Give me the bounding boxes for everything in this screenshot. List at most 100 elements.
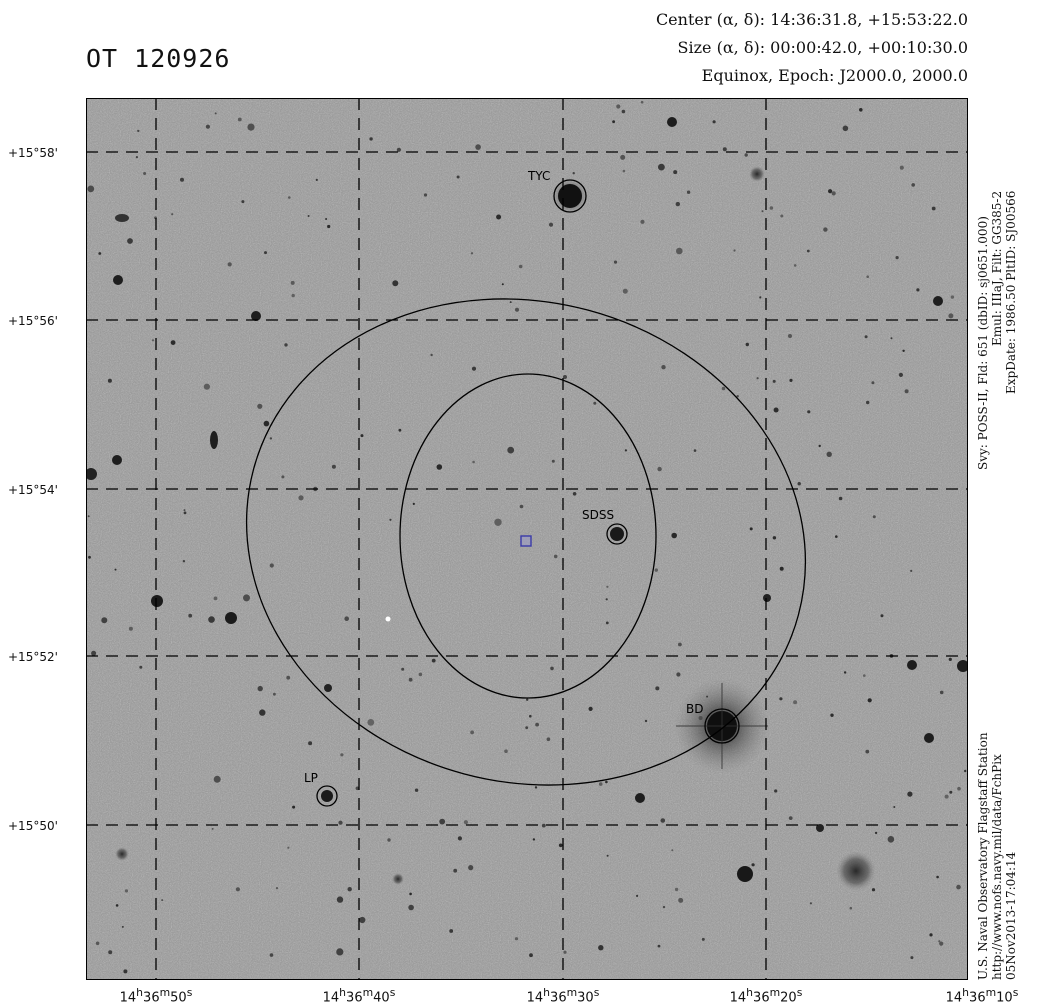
faint-star	[413, 503, 415, 505]
equinox-epoch: Equinox, Epoch: J2000.0, 2000.0	[702, 66, 968, 85]
faint-star	[606, 598, 608, 600]
faint-star	[835, 535, 838, 538]
faint-star	[204, 384, 210, 390]
faint-star	[713, 120, 716, 123]
faint-star	[525, 726, 528, 729]
faint-star	[214, 597, 218, 601]
faint-star	[606, 586, 608, 588]
faint-star	[807, 250, 810, 253]
faint-star	[936, 876, 939, 879]
faint-star	[658, 945, 661, 948]
faint-star	[773, 380, 776, 383]
faint-star	[276, 887, 278, 889]
x-tick-label: 14h36m30s	[527, 986, 600, 1005]
faint-star	[881, 614, 884, 617]
faint-star	[871, 381, 874, 384]
bd-label: BD	[686, 702, 703, 716]
faint-star	[387, 838, 390, 841]
star	[933, 296, 943, 306]
faint-star	[859, 108, 863, 112]
faint-star	[183, 560, 185, 562]
faint-star	[361, 434, 364, 437]
faint-star	[893, 806, 895, 808]
faint-star	[127, 238, 133, 244]
faint-star	[839, 497, 843, 501]
faint-star	[916, 288, 919, 291]
faint-star	[641, 101, 644, 104]
faint-star	[891, 337, 893, 339]
faint-star	[868, 698, 872, 702]
credit-text: U.S. Naval Observatory Flagstaff Station…	[976, 732, 1018, 980]
faint-star	[910, 956, 913, 959]
galaxy	[210, 431, 218, 449]
faint-star	[316, 179, 318, 181]
faint-star	[401, 668, 404, 671]
faint-star	[143, 172, 146, 175]
x-tick-label: 14h36m40s	[323, 986, 396, 1005]
faint-star	[259, 709, 265, 715]
faint-star	[369, 137, 372, 140]
faint-star	[655, 686, 659, 690]
faint-star	[550, 667, 554, 671]
faint-star	[409, 893, 412, 896]
survey-line: Emul: IIIaJ, Filt: GG385-2	[990, 191, 1004, 470]
size-coordinates: Size (α, δ): 00:00:42.0, +00:10:30.0	[678, 38, 968, 57]
faint-star	[515, 937, 518, 940]
y-tick-label: +15°52'	[8, 650, 58, 664]
faint-star	[745, 153, 748, 156]
faint-star	[830, 714, 833, 717]
faint-star	[873, 515, 876, 518]
faint-star	[208, 616, 215, 623]
faint-star	[843, 126, 849, 132]
faint-star	[529, 953, 533, 957]
faint-star	[348, 887, 352, 891]
faint-star	[515, 308, 519, 312]
faint-star	[896, 256, 899, 259]
faint-star	[337, 896, 343, 902]
faint-star	[640, 220, 644, 224]
faint-star	[938, 940, 940, 942]
star	[115, 847, 129, 861]
y-tick-label: +15°56'	[8, 314, 58, 328]
star-sdss	[610, 527, 624, 541]
faint-star	[171, 340, 176, 345]
faint-star	[964, 770, 966, 772]
faint-star	[552, 460, 555, 463]
faint-star	[464, 820, 468, 824]
faint-star	[678, 643, 682, 647]
faint-star	[392, 280, 398, 286]
star	[113, 275, 123, 285]
faint-star	[139, 666, 142, 669]
faint-star	[905, 389, 909, 393]
faint-star	[655, 568, 658, 571]
faint-star	[780, 567, 784, 571]
faint-star	[612, 120, 615, 123]
faint-star	[494, 519, 501, 526]
faint-star	[773, 536, 776, 539]
faint-star	[625, 449, 627, 451]
faint-star	[529, 715, 532, 718]
star	[763, 594, 771, 602]
survey-line: Svy: POSS-II, Fld: 651 (dbID: sj0651.000…	[976, 191, 990, 470]
survey-info: Svy: POSS-II, Fld: 651 (dbID: sj0651.000…	[976, 191, 1018, 470]
faint-star	[415, 789, 418, 792]
faint-star	[789, 816, 793, 820]
faint-star	[823, 227, 827, 231]
faint-star	[940, 691, 944, 695]
faint-star	[616, 104, 620, 108]
faint-star	[137, 130, 139, 132]
faint-star	[468, 865, 473, 870]
faint-star	[136, 156, 138, 158]
faint-star	[264, 421, 270, 427]
star	[151, 595, 163, 607]
faint-star	[129, 627, 133, 631]
faint-star	[752, 863, 755, 866]
faint-star	[91, 651, 96, 656]
faint-star	[614, 261, 617, 264]
faint-star	[676, 672, 680, 676]
faint-star	[828, 189, 832, 193]
faint-star	[236, 887, 240, 891]
faint-star	[872, 888, 875, 891]
faint-star	[663, 906, 665, 908]
faint-star	[807, 410, 810, 413]
